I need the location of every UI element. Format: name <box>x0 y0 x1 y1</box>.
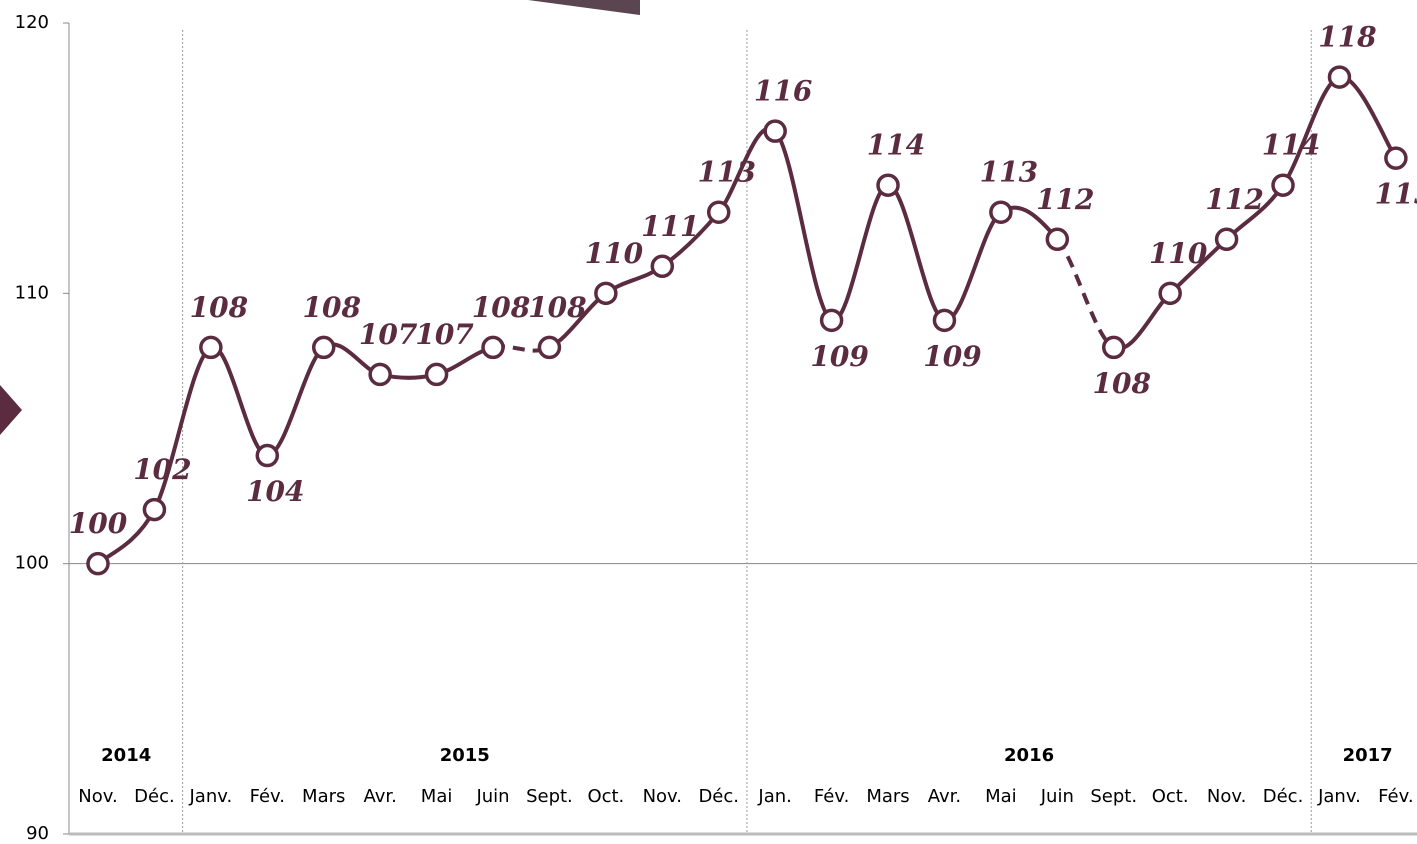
x-tick-label: Janv. <box>1317 786 1361 807</box>
x-tick-label: Déc. <box>698 786 739 807</box>
year-label: 2014 <box>101 745 151 766</box>
value-label: 113 <box>980 156 1038 189</box>
value-label: 107 <box>359 318 418 351</box>
decoration <box>528 0 640 15</box>
x-tick-label: Avr. <box>363 786 396 807</box>
value-label: 116 <box>754 75 812 108</box>
x-tick-label: Mai <box>985 786 1017 807</box>
value-label: 100 <box>69 507 128 540</box>
x-tick-label: Mars <box>866 786 909 807</box>
x-tick-label: Nov. <box>78 786 117 807</box>
value-label: 118 <box>1318 21 1376 54</box>
value-label: 108 <box>1093 367 1151 400</box>
marker <box>255 443 280 468</box>
value-label: 107 <box>415 318 474 351</box>
value-label: 110 <box>585 237 644 270</box>
marker <box>1271 173 1295 197</box>
marker <box>1101 335 1126 360</box>
value-label: 112 <box>1205 183 1263 216</box>
x-tick-label: Déc. <box>1263 786 1304 807</box>
marker <box>1158 281 1182 306</box>
value-label: 108 <box>302 291 360 324</box>
marker <box>876 173 900 197</box>
year-label: 2016 <box>1004 745 1054 766</box>
marker <box>86 551 110 576</box>
value-label: 114 <box>1262 129 1320 162</box>
marker <box>932 308 957 333</box>
x-tick-label: Oct. <box>587 786 624 807</box>
value-label: 115 <box>1375 178 1417 211</box>
x-tick-label: Juin <box>475 786 509 807</box>
value-label: 114 <box>867 129 925 162</box>
marker <box>199 335 223 360</box>
marker <box>368 362 392 387</box>
value-label: 111 <box>641 210 699 243</box>
y-tick-label: 120 <box>15 12 49 33</box>
x-tick-label: Avr. <box>928 786 961 807</box>
value-label: 110 <box>1149 237 1208 270</box>
x-tick-label: Juin <box>1040 786 1074 807</box>
x-tick-label: Sept. <box>1090 786 1137 807</box>
marker <box>537 335 562 360</box>
value-label: 102 <box>133 453 191 486</box>
value-label: 108 <box>528 291 586 324</box>
y-tick-label: 110 <box>15 282 49 303</box>
marker <box>989 200 1013 224</box>
marker <box>650 254 675 279</box>
x-tick-label: Nov. <box>1207 786 1246 807</box>
marker <box>706 200 731 224</box>
x-tick-label: Janv. <box>188 786 232 807</box>
x-tick-label: Mai <box>421 786 453 807</box>
marker <box>424 362 449 387</box>
x-tick-label: Fév. <box>814 786 849 807</box>
marker <box>1327 65 1352 89</box>
y-tick-label: 90 <box>26 823 49 844</box>
x-tick-label: Sept. <box>526 786 573 807</box>
value-label: 112 <box>1036 183 1094 216</box>
x-tick-label: Fév. <box>250 786 285 807</box>
year-label: 2015 <box>440 745 490 766</box>
value-label: 109 <box>923 340 981 373</box>
x-tick-label: Fév. <box>1378 786 1413 807</box>
marker <box>481 335 505 360</box>
value-label: 108 <box>190 291 248 324</box>
marker <box>1384 146 1408 170</box>
marker <box>819 308 844 333</box>
x-tick-label: Déc. <box>134 786 175 807</box>
marker <box>311 335 336 360</box>
value-label: 113 <box>698 156 756 189</box>
x-tick-label: Nov. <box>643 786 682 807</box>
value-label: 104 <box>246 475 304 508</box>
decoration <box>0 385 22 435</box>
marker <box>763 119 787 143</box>
marker <box>1045 227 1070 252</box>
x-tick-label: Mars <box>302 786 345 807</box>
x-tick-label: Oct. <box>1152 786 1189 807</box>
x-tick-label: Jan. <box>757 786 791 807</box>
value-label: 109 <box>810 340 868 373</box>
marker <box>594 281 618 306</box>
marker <box>1214 227 1239 252</box>
year-label: 2017 <box>1343 745 1393 766</box>
y-tick-label: 100 <box>15 553 49 574</box>
value-label: 108 <box>472 291 530 324</box>
marker <box>142 497 167 522</box>
